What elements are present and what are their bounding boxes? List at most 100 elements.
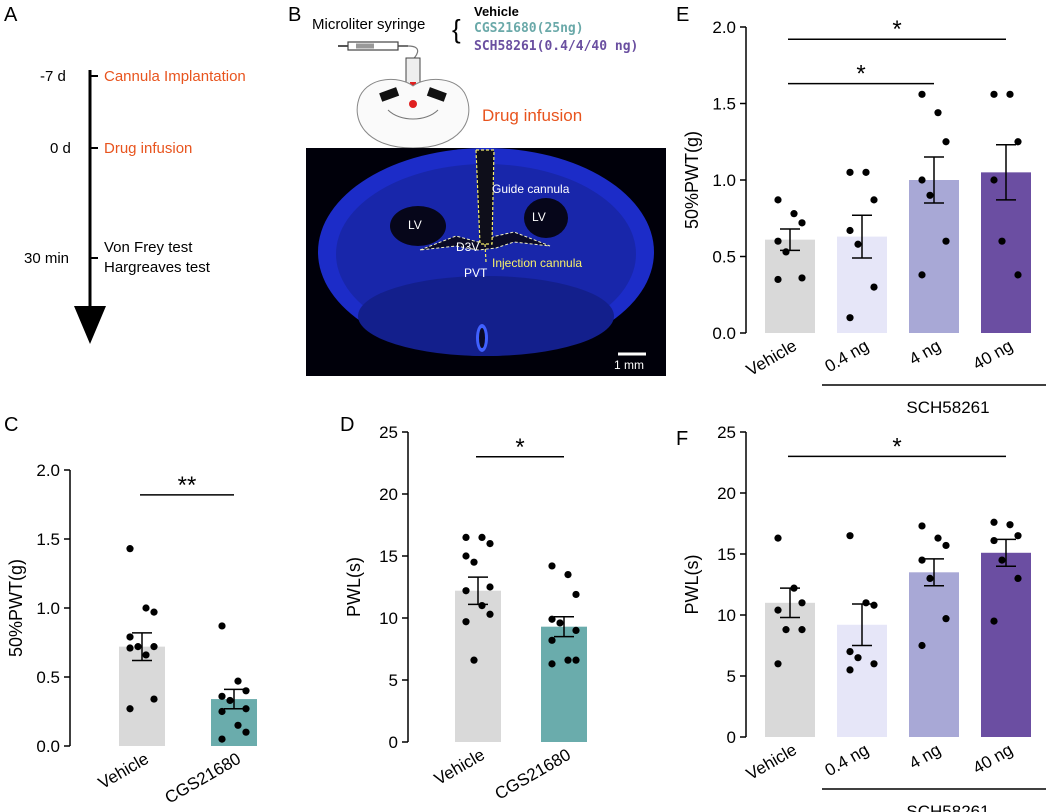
data-point xyxy=(462,533,470,542)
bar xyxy=(765,239,815,333)
data-point xyxy=(126,633,134,641)
data-point xyxy=(934,109,942,117)
y-tick-label: 2.0 xyxy=(712,18,736,37)
y-tick-label: 5 xyxy=(389,671,398,690)
data-point xyxy=(242,687,250,695)
data-point xyxy=(870,196,878,204)
category-label: Vehicle xyxy=(431,745,488,789)
data-point xyxy=(774,660,782,668)
data-point xyxy=(854,654,862,662)
y-tick-label: 1.0 xyxy=(712,171,736,190)
category-label: 4 ng xyxy=(906,336,944,369)
bar xyxy=(541,626,587,742)
category-label: Vehicle xyxy=(743,336,800,380)
data-point xyxy=(1014,138,1022,146)
data-point xyxy=(1014,574,1022,583)
y-axis-label: PWL(s) xyxy=(344,557,364,617)
panel-label-e: E xyxy=(676,4,690,26)
data-point xyxy=(990,176,998,184)
category-label: 0.4 ng xyxy=(822,740,872,780)
data-point xyxy=(548,660,556,668)
bar xyxy=(119,646,165,746)
panel-label-f: F xyxy=(676,428,689,450)
data-point xyxy=(1006,521,1014,529)
y-tick-label: 10 xyxy=(717,606,736,625)
data-point xyxy=(942,237,950,245)
data-point xyxy=(862,168,870,176)
y-tick-label: 5 xyxy=(727,667,736,686)
timeline-step-infusion: Drug infusion xyxy=(104,140,193,157)
data-point xyxy=(462,587,470,595)
category-label: 40 ng xyxy=(970,336,1016,374)
y-tick-label: 25 xyxy=(379,423,398,442)
timeline-step-tests: Von Frey test Hargreaves test xyxy=(104,239,210,276)
data-point xyxy=(918,176,926,184)
y-tick-label: 20 xyxy=(717,484,736,503)
timeline-time-1: -7 d xyxy=(40,68,66,85)
data-point xyxy=(846,168,854,176)
bar xyxy=(909,572,959,737)
data-point xyxy=(846,648,854,656)
data-point xyxy=(470,558,478,566)
y-tick-label: 2.0 xyxy=(36,461,60,480)
y-tick-label: 15 xyxy=(717,545,736,564)
y-tick-label: 0 xyxy=(727,728,736,747)
timeline-arrowhead xyxy=(74,306,106,344)
data-point xyxy=(242,728,250,736)
y-tick-label: 1.5 xyxy=(712,95,736,114)
data-point xyxy=(934,534,942,542)
data-point xyxy=(242,705,250,713)
lateral-ventricle-left xyxy=(390,206,446,246)
data-point xyxy=(846,226,854,235)
lv-left-label: LV xyxy=(408,218,422,232)
data-point xyxy=(862,599,870,607)
timeline-step-implantation: Cannula Implantation xyxy=(104,68,246,85)
chart-c: 0.0 0.5 1.0 1.5 2.0 50%PWT(g) Vehicle CGS21680 *… xyxy=(6,461,257,808)
infusion-schematic: { xyxy=(306,14,666,376)
y-tick-label: 15 xyxy=(379,547,398,566)
panel-label-a: A xyxy=(4,4,18,26)
data-point xyxy=(918,90,926,98)
data-point xyxy=(990,90,998,98)
significance-marker: * xyxy=(892,16,901,43)
timeline-diagram xyxy=(74,70,106,344)
data-point xyxy=(846,314,854,322)
syringe-label: Microliter syringe xyxy=(312,16,426,33)
data-point xyxy=(790,210,798,218)
y-tick-label: 1.0 xyxy=(36,599,60,618)
category-label: CGS21680 xyxy=(492,745,574,804)
data-point xyxy=(486,540,494,548)
chart-e: 0.0 0.5 1.0 1.5 2.0 50%PWT(g) Vehicle 0.4 ng 4 n… xyxy=(682,16,1046,417)
panel-label-d: D xyxy=(340,414,355,436)
data-point xyxy=(234,677,242,685)
group-label: SCH58261 xyxy=(906,802,989,812)
brain-section-icon xyxy=(356,57,470,149)
timeline-time-3: 30 min xyxy=(24,250,70,267)
data-point xyxy=(150,695,158,703)
data-point xyxy=(870,283,878,291)
data-point xyxy=(470,656,478,664)
data-point xyxy=(1014,532,1022,540)
data-point xyxy=(990,617,998,625)
data-point xyxy=(774,237,782,245)
panel-label-c: C xyxy=(4,414,19,436)
category-label: CGS21680 xyxy=(162,749,244,808)
data-point xyxy=(782,248,790,256)
brain-micrograph xyxy=(306,148,666,376)
data-point xyxy=(126,545,134,553)
data-point xyxy=(774,275,782,284)
y-tick-label: 25 xyxy=(717,423,736,442)
pvt-label: PVT xyxy=(464,266,488,280)
significance-marker: ** xyxy=(178,472,197,499)
data-point xyxy=(942,615,950,623)
data-point xyxy=(942,541,950,550)
data-point xyxy=(942,138,950,146)
data-point xyxy=(1014,271,1022,279)
data-point xyxy=(926,191,934,199)
drug-sch58261: SCH58261(0.4/4/40 ng) xyxy=(474,39,639,54)
y-tick-label: 20 xyxy=(379,485,398,504)
category-label: Vehicle xyxy=(743,740,800,784)
significance-marker: * xyxy=(892,433,901,460)
data-point xyxy=(918,522,926,530)
